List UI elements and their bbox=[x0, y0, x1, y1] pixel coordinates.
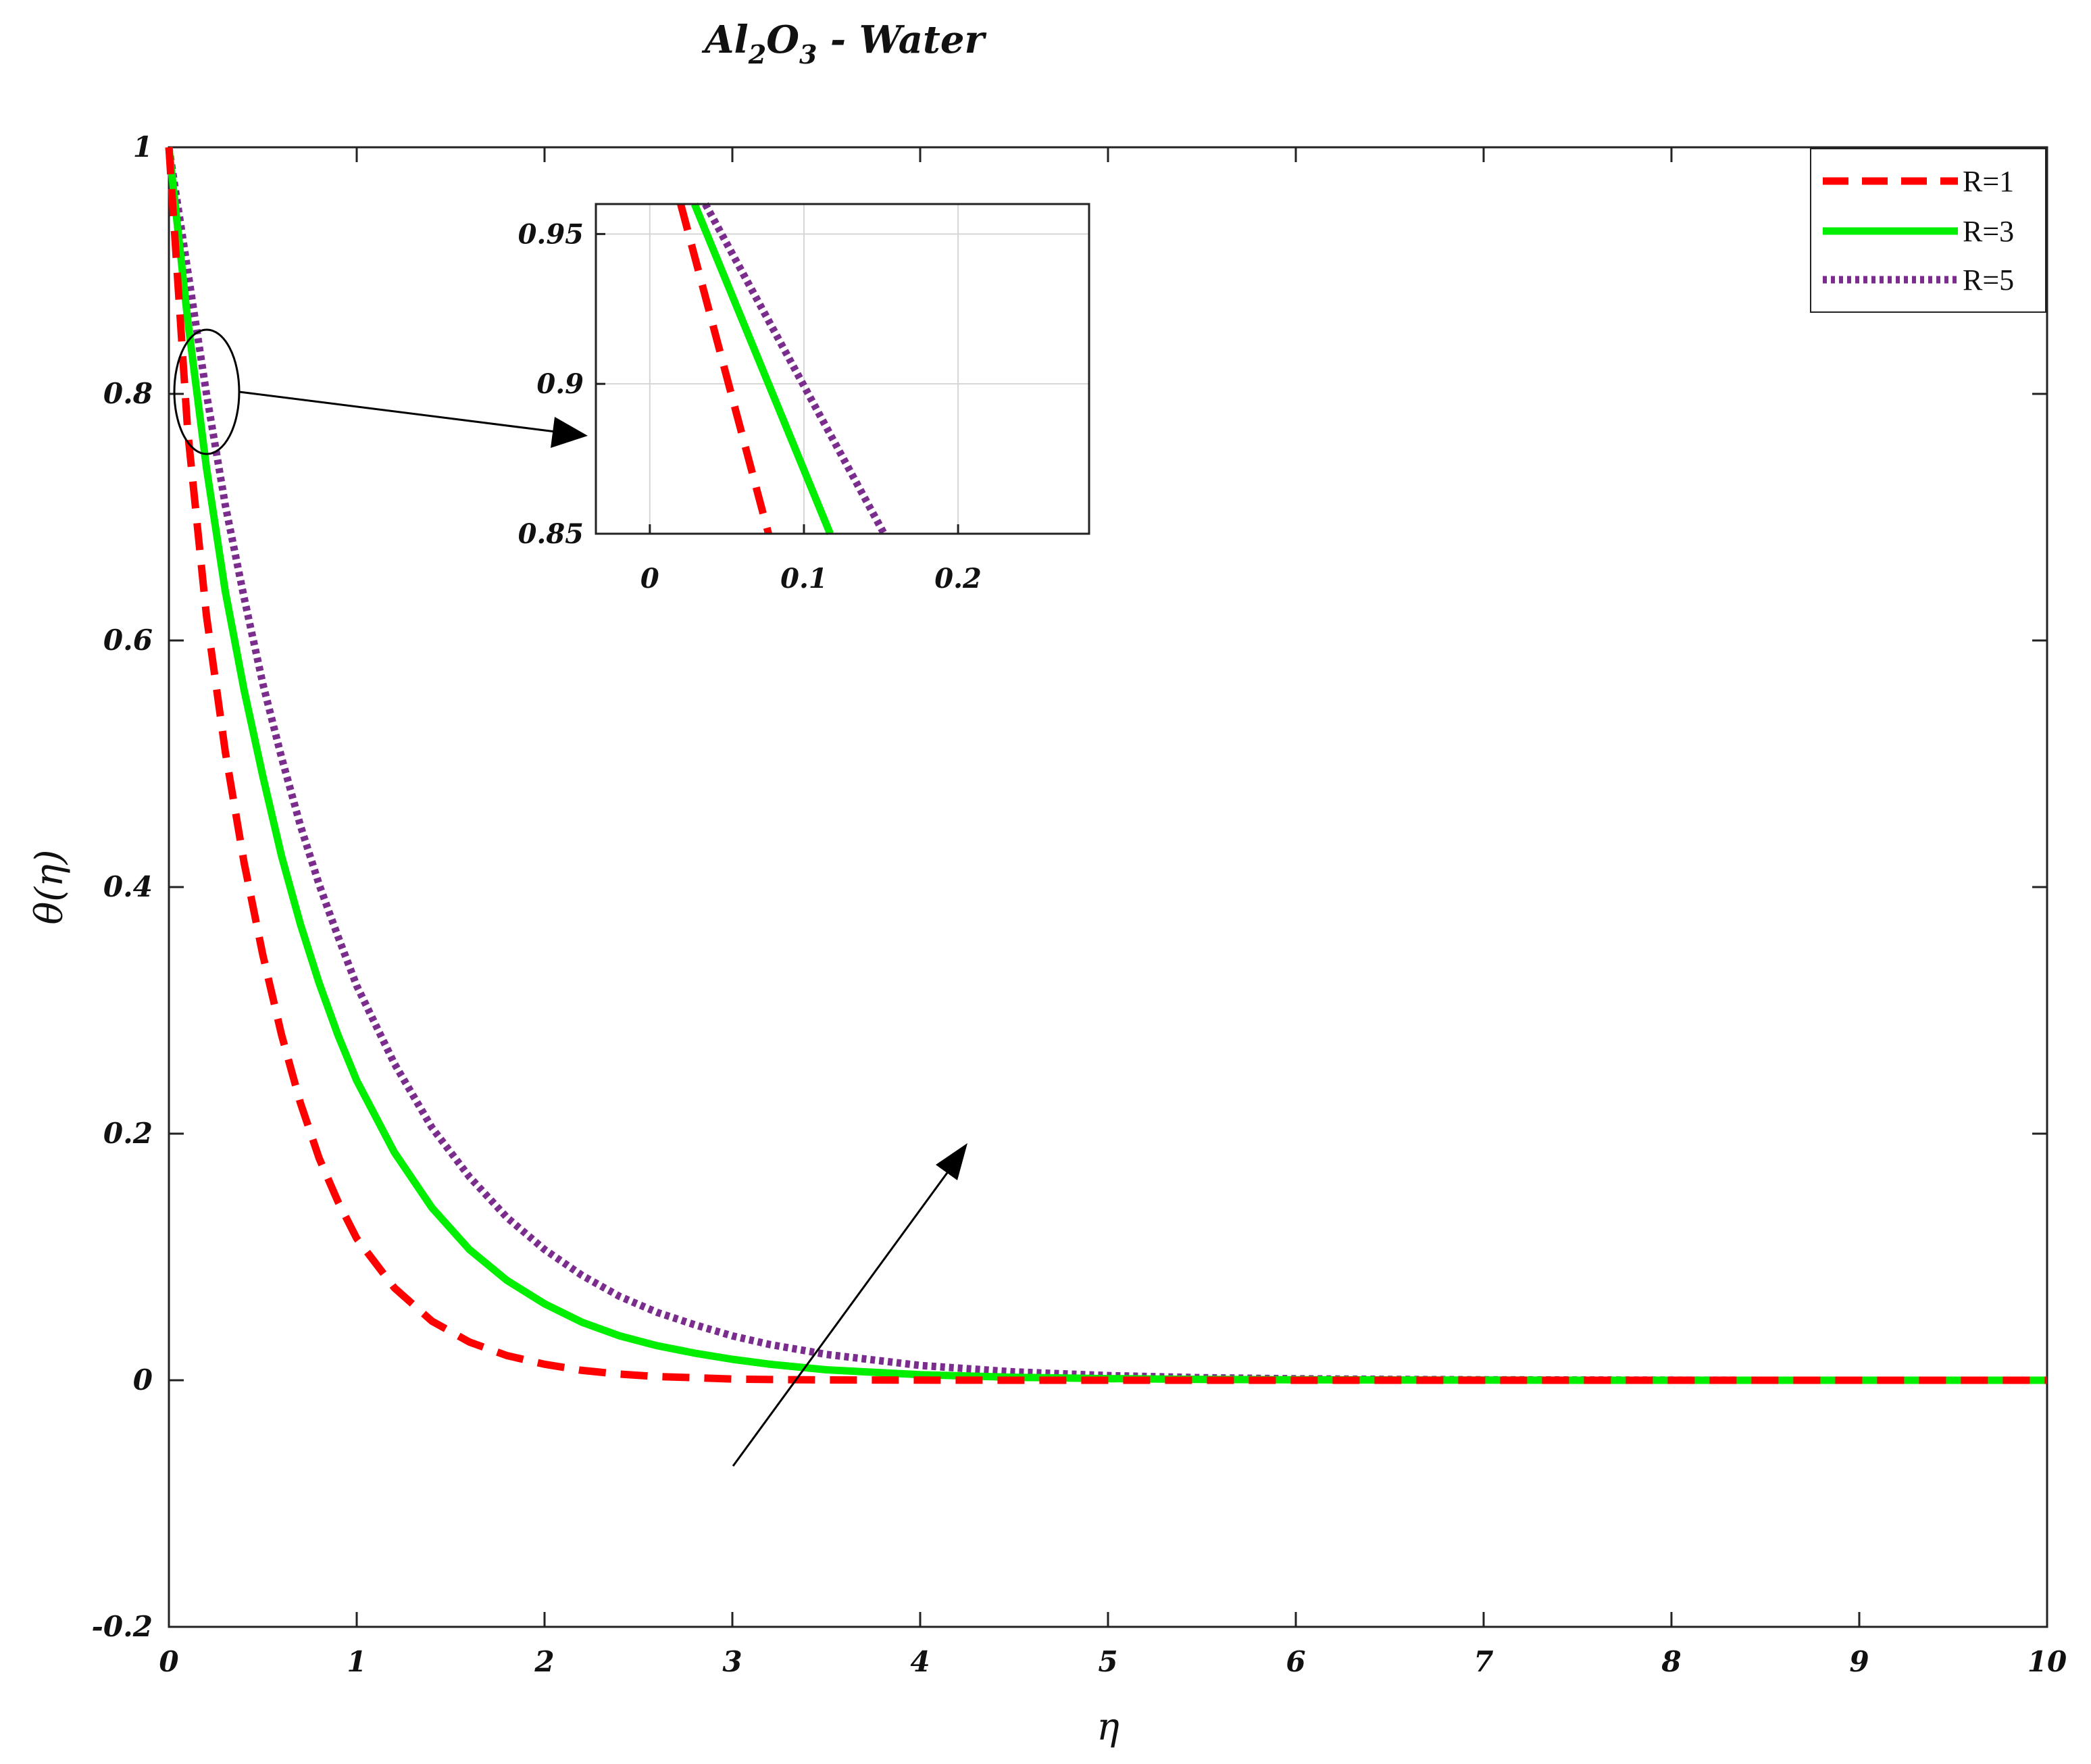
y-axis-label: θ(η) bbox=[28, 850, 72, 925]
inset-y-tick-label: 0.85 bbox=[518, 518, 584, 550]
x-axis-label: η bbox=[1097, 1705, 1119, 1749]
legend-label-r3: R=3 bbox=[1963, 215, 2014, 248]
increase-arrow bbox=[732, 1143, 967, 1467]
title-subscript-2: 2 bbox=[748, 39, 766, 70]
inset-series-line-R1 bbox=[677, 203, 772, 535]
legend: R=1 R=3 R=5 bbox=[1810, 148, 2046, 313]
x-tick-label: 0 bbox=[159, 1645, 178, 1678]
legend-label-r1: R=1 bbox=[1963, 165, 2014, 198]
inset-y-tick-label: 0.95 bbox=[518, 218, 584, 250]
y-tick-label: -0.2 bbox=[91, 1610, 153, 1643]
x-tick-label: 10 bbox=[2027, 1645, 2067, 1678]
inset-x-tick-label: 0 bbox=[640, 563, 659, 595]
increase-arrow-head bbox=[936, 1143, 967, 1180]
inset-series-line-R3 bbox=[690, 202, 834, 536]
y-tick-label: 0.6 bbox=[103, 624, 153, 657]
chart-title: Al2O3 - Water bbox=[701, 18, 986, 70]
inset-background bbox=[596, 204, 1089, 534]
inset-y-tick-label: 0.9 bbox=[536, 368, 584, 400]
x-tick-label: 7 bbox=[1473, 1645, 1493, 1678]
x-tick-label: 3 bbox=[722, 1645, 742, 1678]
y-tick-label: 0.8 bbox=[103, 377, 153, 410]
inset-x-tick-label: 0.1 bbox=[780, 563, 828, 595]
x-tick-label: 6 bbox=[1286, 1645, 1305, 1678]
x-tick-label: 5 bbox=[1098, 1645, 1117, 1678]
y-tick-label: 0.2 bbox=[103, 1117, 153, 1150]
inset-series bbox=[677, 202, 888, 536]
y-tick-label: 0 bbox=[133, 1363, 153, 1396]
title-part-water: - Water bbox=[817, 18, 986, 62]
x-tick-label: 8 bbox=[1661, 1645, 1681, 1678]
zoom-arrow-head bbox=[551, 417, 588, 448]
x-tick-label: 1 bbox=[347, 1645, 366, 1678]
inset-x-tick-label: 0.2 bbox=[934, 563, 982, 595]
title-part-o: O bbox=[766, 18, 799, 62]
inset-frame bbox=[595, 203, 1090, 535]
series-line-R1 bbox=[165, 147, 2047, 1384]
main-plot-frame bbox=[168, 146, 2048, 1628]
legend-label-r5: R=5 bbox=[1963, 263, 2014, 297]
series-line-R5 bbox=[165, 147, 2047, 1384]
x-tick-label: 2 bbox=[534, 1645, 554, 1678]
inset-ticks: 0 0.1 0.2 0.85 0.9 0.95 bbox=[518, 218, 982, 595]
series-line-R3 bbox=[165, 147, 2047, 1384]
y-tick-label: 0.4 bbox=[103, 870, 153, 903]
main-ticks: 0 1 2 3 4 5 6 7 8 9 10-0.200.20.40.60.81 bbox=[91, 130, 2067, 1678]
zoom-arrow bbox=[238, 390, 588, 448]
main-series bbox=[165, 147, 2047, 1384]
x-tick-label: 9 bbox=[1849, 1645, 1869, 1678]
x-tick-label: 4 bbox=[910, 1645, 930, 1678]
title-part-al: Al bbox=[701, 18, 749, 62]
y-tick-label: 1 bbox=[133, 130, 153, 163]
inset-series-line-R5 bbox=[702, 202, 888, 536]
title-subscript-3: 3 bbox=[799, 39, 817, 70]
